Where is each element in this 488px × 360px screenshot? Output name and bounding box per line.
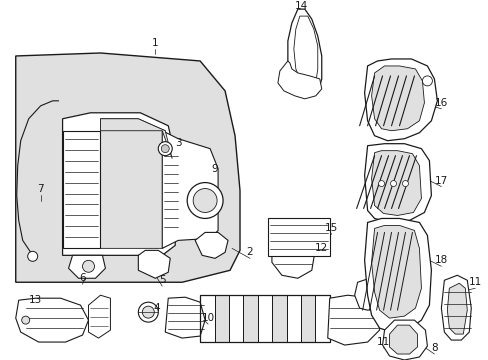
Text: 2: 2 bbox=[246, 247, 253, 257]
Polygon shape bbox=[200, 295, 214, 342]
Polygon shape bbox=[195, 233, 227, 258]
Text: 15: 15 bbox=[325, 224, 338, 233]
Polygon shape bbox=[100, 119, 172, 159]
Polygon shape bbox=[62, 131, 100, 248]
Circle shape bbox=[187, 183, 223, 219]
Circle shape bbox=[390, 181, 396, 186]
Circle shape bbox=[138, 302, 158, 322]
Polygon shape bbox=[68, 255, 105, 278]
Text: 8: 8 bbox=[430, 343, 437, 353]
Polygon shape bbox=[165, 297, 204, 338]
Polygon shape bbox=[138, 250, 170, 278]
Polygon shape bbox=[441, 275, 470, 340]
Polygon shape bbox=[371, 225, 421, 318]
Polygon shape bbox=[354, 278, 384, 310]
Text: 12: 12 bbox=[314, 243, 328, 253]
Text: 13: 13 bbox=[29, 295, 42, 305]
Polygon shape bbox=[287, 9, 321, 96]
Polygon shape bbox=[88, 295, 110, 338]
Circle shape bbox=[193, 189, 217, 212]
Polygon shape bbox=[364, 144, 430, 222]
Text: 16: 16 bbox=[434, 98, 447, 108]
Text: 17: 17 bbox=[434, 176, 447, 185]
Bar bbox=[200, 295, 329, 342]
Polygon shape bbox=[243, 295, 257, 342]
Polygon shape bbox=[228, 295, 243, 342]
Polygon shape bbox=[300, 295, 315, 342]
Circle shape bbox=[402, 181, 407, 186]
Circle shape bbox=[21, 316, 30, 324]
Text: 6: 6 bbox=[79, 273, 86, 283]
Text: 10: 10 bbox=[201, 313, 214, 323]
Circle shape bbox=[378, 181, 384, 186]
Polygon shape bbox=[371, 66, 424, 131]
Text: 1: 1 bbox=[152, 38, 158, 48]
Polygon shape bbox=[371, 151, 421, 216]
Text: 3: 3 bbox=[175, 138, 181, 148]
Text: 9: 9 bbox=[211, 163, 218, 174]
Polygon shape bbox=[447, 283, 467, 334]
Circle shape bbox=[161, 145, 169, 153]
Polygon shape bbox=[257, 295, 272, 342]
Polygon shape bbox=[364, 219, 430, 332]
Circle shape bbox=[142, 306, 154, 318]
Text: 11: 11 bbox=[376, 337, 389, 347]
Text: 11: 11 bbox=[468, 277, 481, 287]
Circle shape bbox=[422, 76, 431, 86]
Polygon shape bbox=[16, 53, 240, 282]
Circle shape bbox=[28, 251, 38, 261]
Text: 14: 14 bbox=[295, 1, 308, 11]
Polygon shape bbox=[16, 298, 88, 342]
Polygon shape bbox=[327, 295, 379, 345]
Polygon shape bbox=[277, 61, 321, 99]
Polygon shape bbox=[100, 119, 172, 248]
Polygon shape bbox=[271, 237, 314, 278]
Polygon shape bbox=[364, 59, 436, 141]
Circle shape bbox=[82, 260, 94, 272]
Text: 4: 4 bbox=[153, 303, 159, 313]
Polygon shape bbox=[286, 295, 300, 342]
Polygon shape bbox=[162, 131, 218, 248]
Circle shape bbox=[184, 159, 212, 188]
Polygon shape bbox=[382, 320, 427, 360]
Polygon shape bbox=[214, 295, 228, 342]
Polygon shape bbox=[272, 295, 286, 342]
Text: 5: 5 bbox=[159, 275, 165, 285]
Circle shape bbox=[158, 142, 172, 156]
Polygon shape bbox=[315, 295, 329, 342]
Text: 18: 18 bbox=[434, 255, 447, 265]
Text: 7: 7 bbox=[37, 184, 44, 194]
Polygon shape bbox=[389, 325, 417, 354]
Bar bbox=[267, 219, 329, 256]
Polygon shape bbox=[62, 113, 175, 255]
